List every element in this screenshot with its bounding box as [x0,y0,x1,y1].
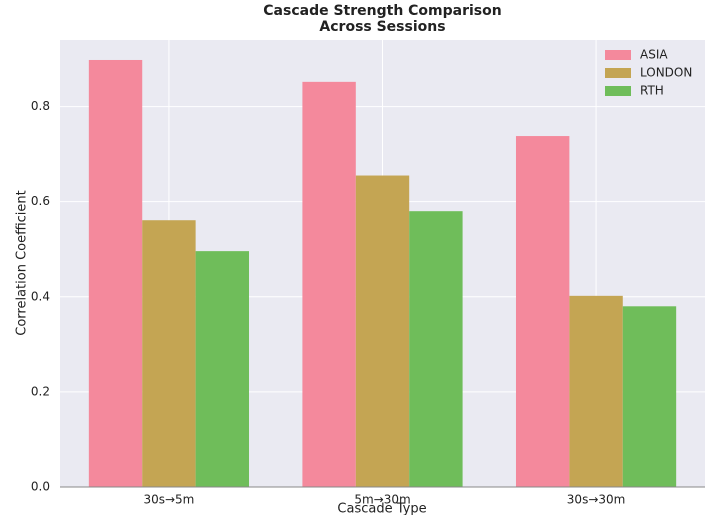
y-tick-label: 0.2 [31,384,50,398]
legend-label: ASIA [640,48,668,62]
y-tick-label: 0.4 [31,289,50,303]
bar [355,175,410,487]
y-tick-label: 0.6 [31,194,50,208]
x-tick-label: 30s→30m [567,493,626,507]
x-tick-label: 30s→5m [143,493,194,507]
x-axis-label: Cascade Type [337,502,426,515]
legend-label: RTH [640,84,664,98]
chart-title: Cascade Strength Comparison Across Sessi… [263,3,502,35]
legend-swatch [605,68,631,78]
legend-swatch [605,50,631,60]
bar [515,136,570,488]
bar [302,81,356,488]
legend-label: LONDON [640,66,692,80]
bar [142,220,196,487]
y-tick-label: 0.8 [31,99,50,113]
bar [195,251,250,487]
bar [622,306,677,487]
y-axis-label: Correlation Coefficient [15,190,30,336]
y-tick-label: 0.0 [31,480,50,494]
bar [88,59,143,487]
bar [569,295,623,487]
x-tick-label: 5m→30m [354,493,410,507]
legend-swatch [605,86,631,96]
bar [409,211,463,488]
